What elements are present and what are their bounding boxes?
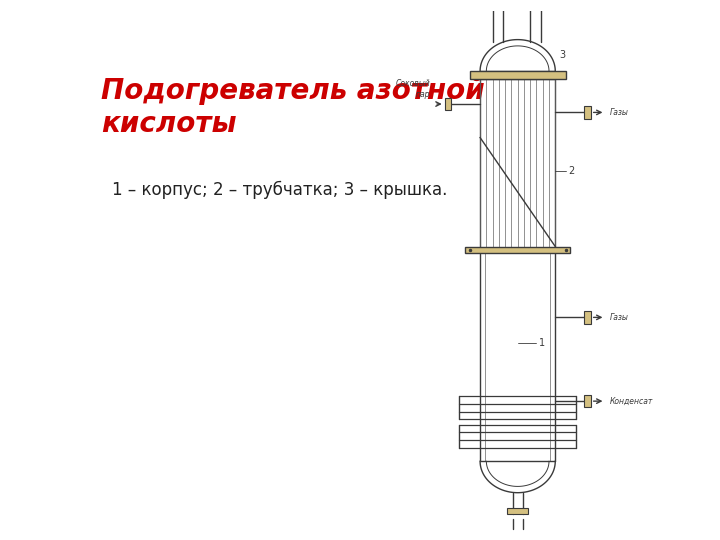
- Text: Подогреватель азотной
кислоты: Подогреватель азотной кислоты: [101, 77, 485, 138]
- Bar: [585, 395, 591, 407]
- Text: 1 – корпус; 2 – трубчатка; 3 – крышка.: 1 – корпус; 2 – трубчатка; 3 – крышка.: [112, 181, 448, 199]
- Bar: [507, 509, 528, 514]
- Bar: [466, 246, 570, 253]
- Bar: [445, 98, 451, 110]
- Text: Конденсат: Конденсат: [610, 397, 653, 406]
- Text: 2: 2: [568, 166, 574, 176]
- Text: Сoкoвый
пар: Сoкoвый пар: [395, 79, 430, 99]
- Text: Газы: Газы: [610, 108, 629, 117]
- Bar: [585, 106, 591, 119]
- Bar: [469, 71, 566, 79]
- Text: Газы: Газы: [610, 313, 629, 322]
- Bar: [585, 311, 591, 323]
- Text: 3: 3: [559, 50, 566, 60]
- Text: 1: 1: [539, 338, 545, 348]
